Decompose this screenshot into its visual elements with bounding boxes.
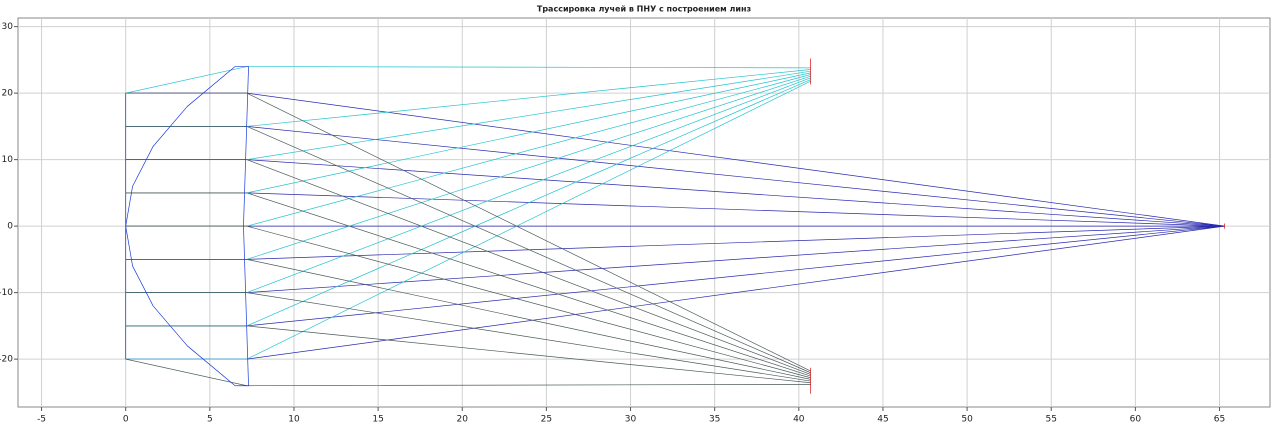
x-tick-label: 30 (625, 415, 637, 425)
x-tick-label: 0 (123, 415, 129, 425)
x-tick-label: -5 (37, 415, 46, 425)
x-tick-label: 10 (288, 415, 300, 425)
x-tick-label: 5 (207, 415, 213, 425)
plot-area (17, 17, 1271, 408)
x-tick-label: 65 (1214, 415, 1225, 425)
x-tick-label: 20 (457, 415, 469, 425)
x-tick-label: 15 (372, 415, 383, 425)
y-tick-label: -20 (0, 355, 13, 365)
y-tick-label: 10 (2, 155, 14, 165)
ray (125, 192, 811, 377)
y-tick-label: 20 (2, 89, 14, 99)
y-tick-label: -10 (0, 288, 13, 298)
x-tick-label: 35 (709, 415, 720, 425)
ray (125, 80, 811, 360)
x-tick-label: 45 (877, 415, 888, 425)
x-tick-label: 50 (961, 415, 973, 425)
ray (125, 225, 811, 379)
x-tick-label: 40 (793, 415, 805, 425)
x-tick-label: 25 (541, 415, 552, 425)
outline (125, 66, 249, 387)
x-tick-label: 55 (1046, 415, 1057, 425)
ray (125, 292, 811, 382)
chart-title: Трассировка лучей в ПНУ с построением ли… (537, 5, 752, 14)
x-tick-label: 60 (1130, 415, 1142, 425)
y-tick-label: 0 (7, 222, 13, 232)
y-tick-label: 30 (2, 22, 14, 32)
ray (125, 159, 811, 375)
ray (125, 259, 811, 380)
ray (125, 92, 811, 372)
